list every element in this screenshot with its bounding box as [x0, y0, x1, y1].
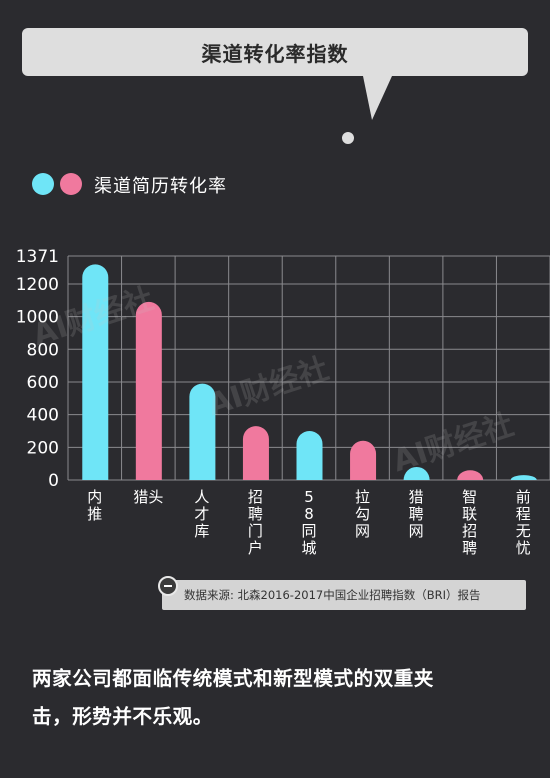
bar-9 [510, 475, 537, 480]
source-note: 数据来源: 北森2016-2017中国企业招聘指数（BRI）报告 [158, 576, 526, 610]
footer-caption: 两家公司都面临传统模式和新型模式的双重夹 击，形势并不乐观。 [32, 660, 532, 736]
category-label: 5 8 同城 [301, 488, 316, 557]
y-tick-label: 1000 [16, 308, 59, 328]
category-label: 人才库 [194, 488, 209, 540]
title-banner: 渠道转化率指数 [22, 28, 528, 76]
bar-1 [82, 264, 109, 480]
footer-line-1: 两家公司都面临传统模式和新型模式的双重夹 [32, 667, 435, 690]
bar-6 [350, 440, 377, 480]
legend-swatch-pink [60, 173, 82, 195]
category-label: 智联招聘 [462, 488, 477, 557]
category-label: 招聘门户 [248, 488, 263, 557]
category-label: 拉勾网 [355, 488, 370, 540]
y-tick-label: 600 [27, 373, 59, 393]
y-tick-label: 0 [48, 471, 59, 491]
category-label: 猎头 [133, 488, 163, 506]
bar-8 [457, 470, 484, 480]
y-tick-label: 200 [27, 438, 59, 458]
bar-2 [135, 301, 162, 480]
category-label: 前程无忧 [516, 488, 531, 557]
y-tick-label: 400 [27, 406, 59, 426]
page-title: 渠道转化率指数 [201, 42, 349, 66]
bar-chart: 0 200 400 600 800 1000 1200 1371 内推 猎头 人才库 招聘门户 5 8 同城… [16, 247, 550, 557]
bar-3 [189, 383, 216, 480]
legend-label: 渠道简历转化率 [94, 176, 227, 197]
callout-pointer [340, 76, 392, 146]
y-tick-label: 1371 [16, 247, 59, 267]
bar-4 [242, 426, 269, 480]
footer-line-2: 击，形势并不乐观。 [32, 705, 213, 728]
source-text: 数据来源: 北森2016-2017中国企业招聘指数（BRI）报告 [184, 588, 481, 602]
legend-swatch-cyan [32, 173, 54, 195]
bar-5 [296, 430, 323, 480]
category-label: 猎聘网 [409, 488, 424, 540]
minus-circle-icon [158, 576, 178, 596]
y-tick-label: 1200 [16, 275, 59, 295]
bar-7 [403, 466, 430, 480]
category-label: 内推 [87, 488, 102, 523]
y-tick-label: 800 [27, 340, 59, 360]
